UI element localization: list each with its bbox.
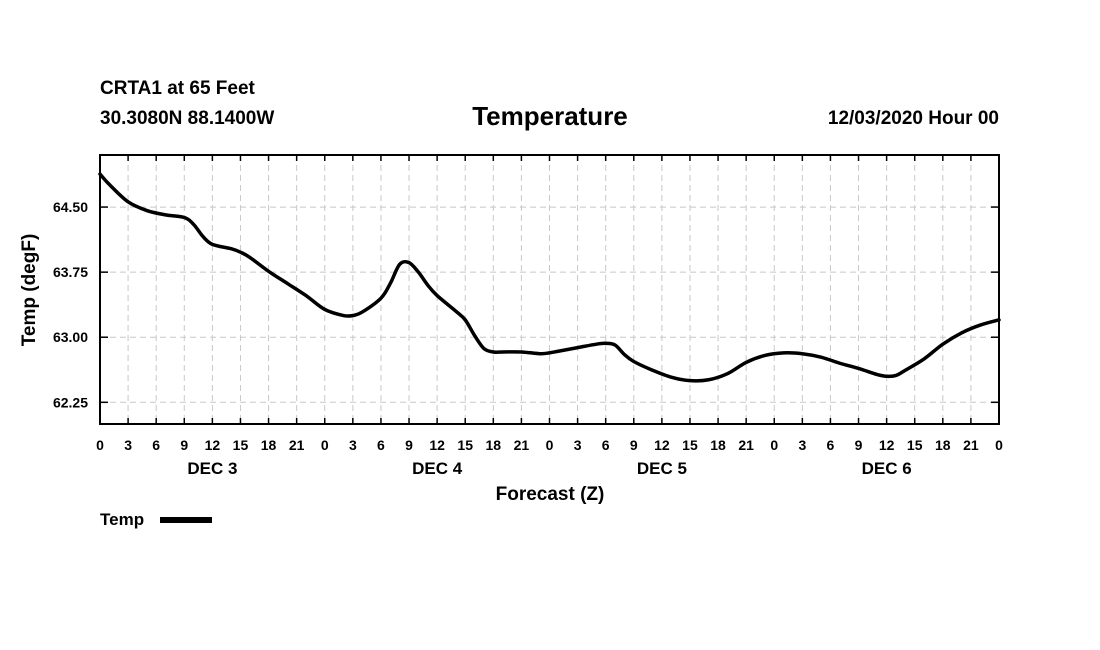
day-label: DEC 6 [862, 459, 912, 478]
x-tick-label: 21 [738, 437, 754, 453]
x-tick-label: 15 [682, 437, 698, 453]
x-tick-label: 15 [233, 437, 249, 453]
x-tick-label: 18 [935, 437, 951, 453]
x-tick-label: 0 [995, 437, 1003, 453]
x-tick-label: 6 [827, 437, 835, 453]
x-tick-label: 9 [180, 437, 188, 453]
station-label: CRTA1 at 65 Feet [100, 78, 256, 99]
temp-series-line [98, 172, 1001, 383]
y-axis-title: Temp (degF) [19, 234, 40, 347]
legend: Temp [100, 510, 212, 529]
y-tick-label: 63.00 [53, 329, 88, 345]
x-tick-label: 12 [429, 437, 445, 453]
x-tick-label: 12 [205, 437, 221, 453]
y-tick-label: 63.75 [53, 264, 88, 280]
x-tick-label: 0 [546, 437, 554, 453]
location-label: 30.3080N 88.1400W [100, 108, 274, 129]
x-tick-label: 3 [574, 437, 582, 453]
x-tick-label: 21 [963, 437, 979, 453]
chart-title: Temperature [472, 101, 628, 131]
y-tick-label: 64.50 [53, 199, 88, 215]
axis-ticks: 0 3 6 9 12 15 18 21 0 3 6 9 12 15 18 21 0 3 6 9 12 15 18 21 0 3 6 9… [53, 155, 1003, 478]
x-tick-label: 0 [321, 437, 329, 453]
day-label: DEC 5 [637, 459, 687, 478]
x-tick-label: 0 [770, 437, 778, 453]
x-tick-label: 21 [289, 437, 305, 453]
x-tick-label: 15 [907, 437, 923, 453]
plot-frame [99, 154, 1000, 425]
day-label: DEC 4 [412, 459, 463, 478]
x-axis-title: Forecast (Z) [496, 484, 605, 505]
x-tick-label: 12 [654, 437, 670, 453]
legend-label: Temp [100, 510, 144, 529]
x-tick-label: 3 [349, 437, 357, 453]
x-tick-label: 18 [261, 437, 277, 453]
x-tick-label: 3 [798, 437, 806, 453]
x-tick-label: 6 [377, 437, 385, 453]
x-tick-label: 18 [486, 437, 502, 453]
x-tick-label: 6 [152, 437, 160, 453]
x-tick-label: 6 [602, 437, 610, 453]
x-tick-label: 9 [630, 437, 638, 453]
x-tick-label: 15 [457, 437, 473, 453]
x-tick-label: 12 [879, 437, 895, 453]
x-tick-label: 21 [514, 437, 530, 453]
x-tick-label: 9 [405, 437, 413, 453]
x-tick-label: 18 [710, 437, 726, 453]
timestamp-label: 12/03/2020 Hour 00 [828, 108, 999, 129]
x-tick-label: 9 [855, 437, 863, 453]
y-tick-label: 62.25 [53, 394, 88, 410]
x-tick-label: 0 [96, 437, 104, 453]
gridlines [100, 155, 999, 424]
day-label: DEC 3 [187, 459, 237, 478]
x-tick-label: 3 [124, 437, 132, 453]
